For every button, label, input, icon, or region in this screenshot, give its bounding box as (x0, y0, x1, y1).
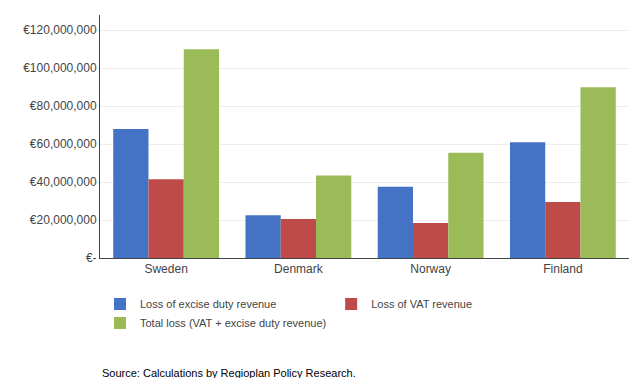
svg-text:Finland: Finland (543, 262, 582, 276)
svg-text:Loss of excise duty revenue: Loss of excise duty revenue (140, 298, 276, 310)
svg-text:Norway: Norway (410, 262, 451, 276)
svg-text:Denmark: Denmark (274, 262, 324, 276)
svg-text:€40,000,000: €40,000,000 (30, 175, 97, 189)
svg-text:€-: €- (86, 251, 97, 265)
svg-text:€20,000,000: €20,000,000 (30, 213, 97, 227)
svg-text:€80,000,000: €80,000,000 (30, 99, 97, 113)
svg-text:Source: Calculations by Regiop: Source: Calculations by Regioplan Policy… (102, 367, 356, 378)
svg-text:€120,000,000: €120,000,000 (23, 23, 97, 37)
svg-text:€100,000,000: €100,000,000 (23, 61, 97, 75)
svg-text:Total loss (VAT + excise duty: Total loss (VAT + excise duty revenue) (140, 317, 326, 329)
svg-text:Sweden: Sweden (144, 262, 187, 276)
svg-text:Loss of VAT revenue: Loss of VAT revenue (371, 298, 472, 310)
svg-text:€60,000,000: €60,000,000 (30, 137, 97, 151)
